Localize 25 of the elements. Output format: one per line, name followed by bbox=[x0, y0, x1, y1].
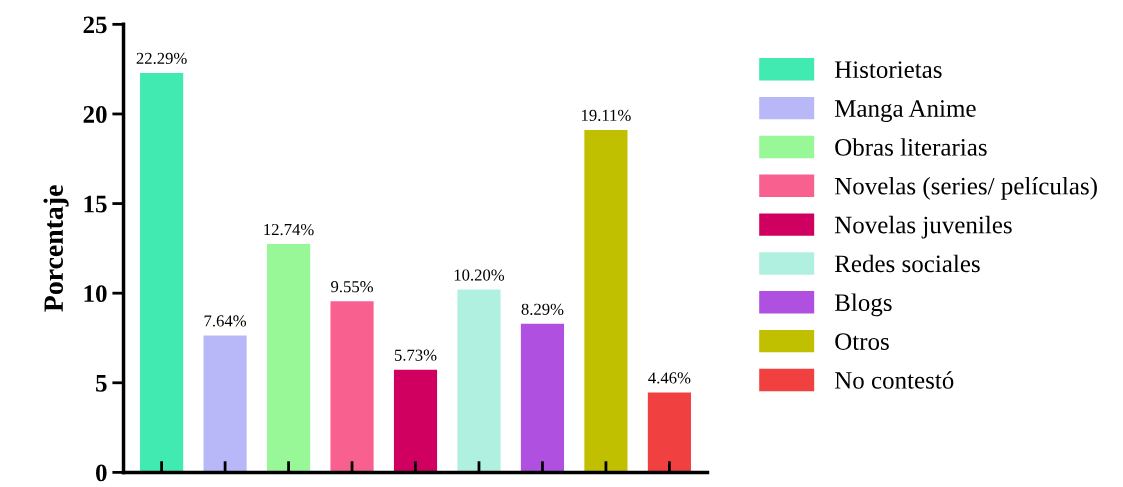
legend-label: Manga Anime bbox=[834, 100, 976, 123]
data-label: 19.11% bbox=[582, 109, 631, 122]
legend-label: Novelas juveniles bbox=[834, 215, 1012, 239]
data-label: 10.20% bbox=[454, 269, 505, 281]
data-label: 5.73% bbox=[394, 349, 437, 361]
data-label: 8.29% bbox=[521, 303, 564, 315]
legend-label: Obras literarias bbox=[835, 138, 987, 156]
data-label: 22.29% bbox=[136, 52, 187, 65]
y-axis-title: Porcentaje bbox=[43, 185, 69, 312]
legend-label: Novelas (series/ películas) bbox=[834, 176, 1097, 200]
y-tick-label: 25 bbox=[83, 16, 107, 34]
data-label: 4.46% bbox=[648, 372, 691, 384]
legend-label: Otros bbox=[835, 333, 889, 350]
y-tick-label: 15 bbox=[84, 195, 107, 213]
y-tick-label: 20 bbox=[83, 106, 107, 123]
data-label: 7.64% bbox=[204, 315, 247, 327]
legend-label: Historietas bbox=[834, 61, 942, 79]
legend-label: No contestó bbox=[834, 371, 954, 389]
data-label: 9.55% bbox=[331, 281, 373, 293]
data-label: 12.74% bbox=[264, 223, 314, 236]
y-tick-label: 5 bbox=[96, 375, 107, 392]
legend-label: Redes sociales bbox=[834, 254, 980, 273]
legend-label: Blogs bbox=[834, 293, 892, 317]
y-tick-label: 0 bbox=[96, 464, 107, 482]
y-tick-label: 10 bbox=[84, 285, 107, 303]
